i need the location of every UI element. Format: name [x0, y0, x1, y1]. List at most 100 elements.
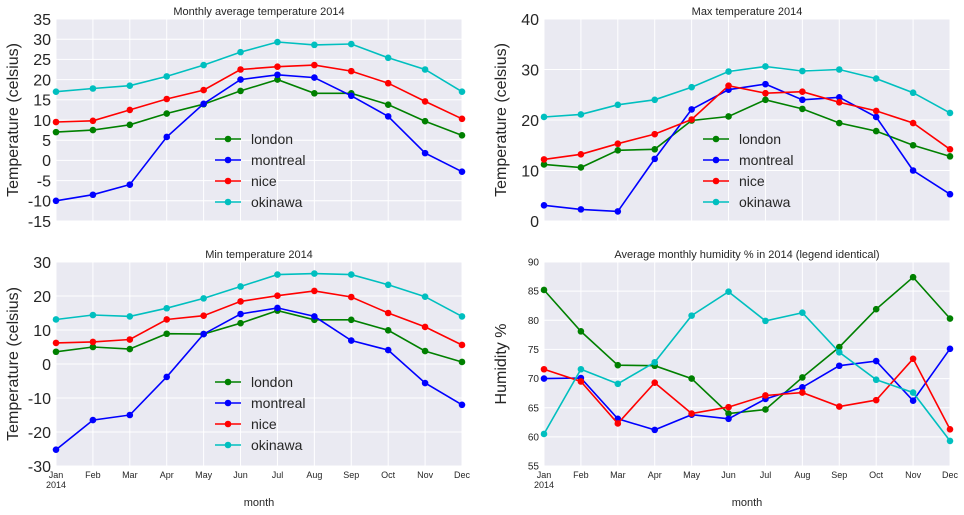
legend-marker-okinawa: [224, 441, 232, 449]
data-point-montreal: [458, 168, 466, 176]
data-point-okinawa: [835, 66, 843, 73]
data-point-london: [89, 126, 97, 134]
x-tick-label: May: [683, 470, 701, 480]
data-point-nice: [347, 67, 355, 75]
x-tick-label: Dec: [942, 470, 959, 480]
x-tick-label: Nov: [417, 470, 434, 480]
data-point-nice: [725, 403, 732, 411]
data-point-london: [384, 101, 392, 108]
data-point-montreal: [347, 337, 355, 344]
y-tick-label: -20: [28, 425, 51, 442]
data-point-okinawa: [725, 288, 732, 296]
data-point-okinawa: [237, 48, 244, 56]
legend-marker-london: [712, 135, 720, 143]
y-axis-label: Temperature (celsius): [5, 287, 22, 441]
data-point-london: [347, 316, 355, 324]
data-point-okinawa: [311, 270, 318, 277]
y-tick-label: 35: [33, 12, 51, 29]
data-point-montreal: [384, 113, 392, 120]
data-point-okinawa: [577, 365, 585, 373]
y-tick-label: -10: [28, 391, 51, 408]
data-point-montreal: [799, 384, 806, 391]
y-tick-label: -30: [28, 459, 51, 476]
y-axis-label: Temperature (celsius): [5, 43, 22, 197]
y-tick-label: 85: [528, 287, 540, 298]
data-point-okinawa: [421, 293, 429, 300]
legend-label-nice: nice: [739, 173, 765, 189]
data-point-london: [946, 315, 954, 322]
data-point-london: [688, 375, 695, 382]
data-point-montreal: [421, 379, 429, 387]
data-point-montreal: [311, 74, 318, 81]
x-axis-label: month: [244, 497, 275, 509]
data-point-london: [577, 164, 585, 171]
data-point-nice: [614, 140, 622, 148]
x-tick-label: Jun: [233, 470, 248, 480]
chart-panel-4: 55 60 65 70 75 80 85 90 Average monthly humidity…: [493, 249, 958, 509]
data-point-nice: [762, 89, 769, 97]
x-axis-label: month: [732, 497, 763, 509]
x-tick-label: Jan: [537, 470, 552, 480]
data-point-nice: [651, 379, 659, 386]
data-point-nice: [909, 119, 917, 127]
data-point-london: [384, 327, 392, 334]
data-point-nice: [384, 79, 392, 87]
data-point-okinawa: [421, 66, 429, 73]
data-point-montreal: [163, 373, 171, 381]
data-point-london: [872, 127, 880, 135]
data-point-london: [762, 96, 769, 104]
data-point-okinawa: [458, 313, 466, 320]
data-point-london: [237, 319, 244, 327]
data-point-london: [52, 348, 60, 356]
plot-area: [544, 262, 950, 466]
data-point-london: [52, 128, 60, 136]
data-point-nice: [651, 130, 659, 138]
data-point-okinawa: [614, 101, 622, 109]
data-point-london: [946, 153, 954, 160]
legend-marker-nice: [224, 177, 232, 185]
x-tick-label: Mar: [610, 470, 626, 480]
y-tick-label: 10: [33, 113, 51, 130]
data-point-montreal: [237, 310, 244, 318]
data-point-montreal: [799, 96, 806, 104]
y-tick-label: 90: [528, 258, 540, 269]
data-point-nice: [421, 98, 429, 105]
x-tick-label: Nov: [905, 470, 922, 480]
y-tick-label: 70: [528, 374, 540, 385]
data-point-nice: [163, 316, 171, 323]
chart-panel-2: 0 10 20 30 40 Max temperature 2014 Temperature…: [493, 6, 954, 231]
data-point-montreal: [274, 71, 281, 79]
data-point-nice: [872, 396, 880, 404]
data-point-nice: [311, 287, 318, 295]
data-point-montreal: [89, 416, 97, 424]
data-point-nice: [577, 151, 585, 158]
data-point-london: [799, 374, 806, 381]
series-line-nice: [543, 357, 951, 430]
x-tick-label: Apr: [648, 470, 662, 480]
data-point-okinawa: [200, 295, 207, 302]
legend-marker-nice: [224, 420, 232, 428]
data-point-montreal: [688, 106, 695, 113]
y-tick-label: 25: [33, 52, 51, 69]
data-point-okinawa: [725, 68, 732, 75]
data-point-london: [458, 132, 466, 139]
y-tick-label: 20: [33, 72, 51, 89]
chart-panel-3: -30 -20 -10 0 10 20 30 Min temperature 2014 Temp…: [5, 249, 470, 509]
y-tick-label: -10: [28, 194, 51, 211]
data-point-montreal: [540, 202, 548, 209]
series-line-okinawa: [55, 272, 463, 321]
data-point-montreal: [52, 446, 60, 453]
legend-label-nice: nice: [251, 173, 277, 189]
data-point-okinawa: [200, 61, 207, 69]
data-point-okinawa: [311, 41, 318, 49]
data-point-montreal: [126, 181, 134, 188]
legend-label-montreal: montreal: [739, 152, 793, 168]
legend-label-okinawa: okinawa: [251, 437, 303, 453]
data-point-montreal: [577, 206, 585, 213]
data-point-okinawa: [651, 358, 659, 366]
data-point-montreal: [52, 197, 60, 205]
data-point-montreal: [725, 415, 732, 423]
x-tick-label: Mar: [122, 470, 138, 480]
data-point-nice: [909, 355, 917, 363]
